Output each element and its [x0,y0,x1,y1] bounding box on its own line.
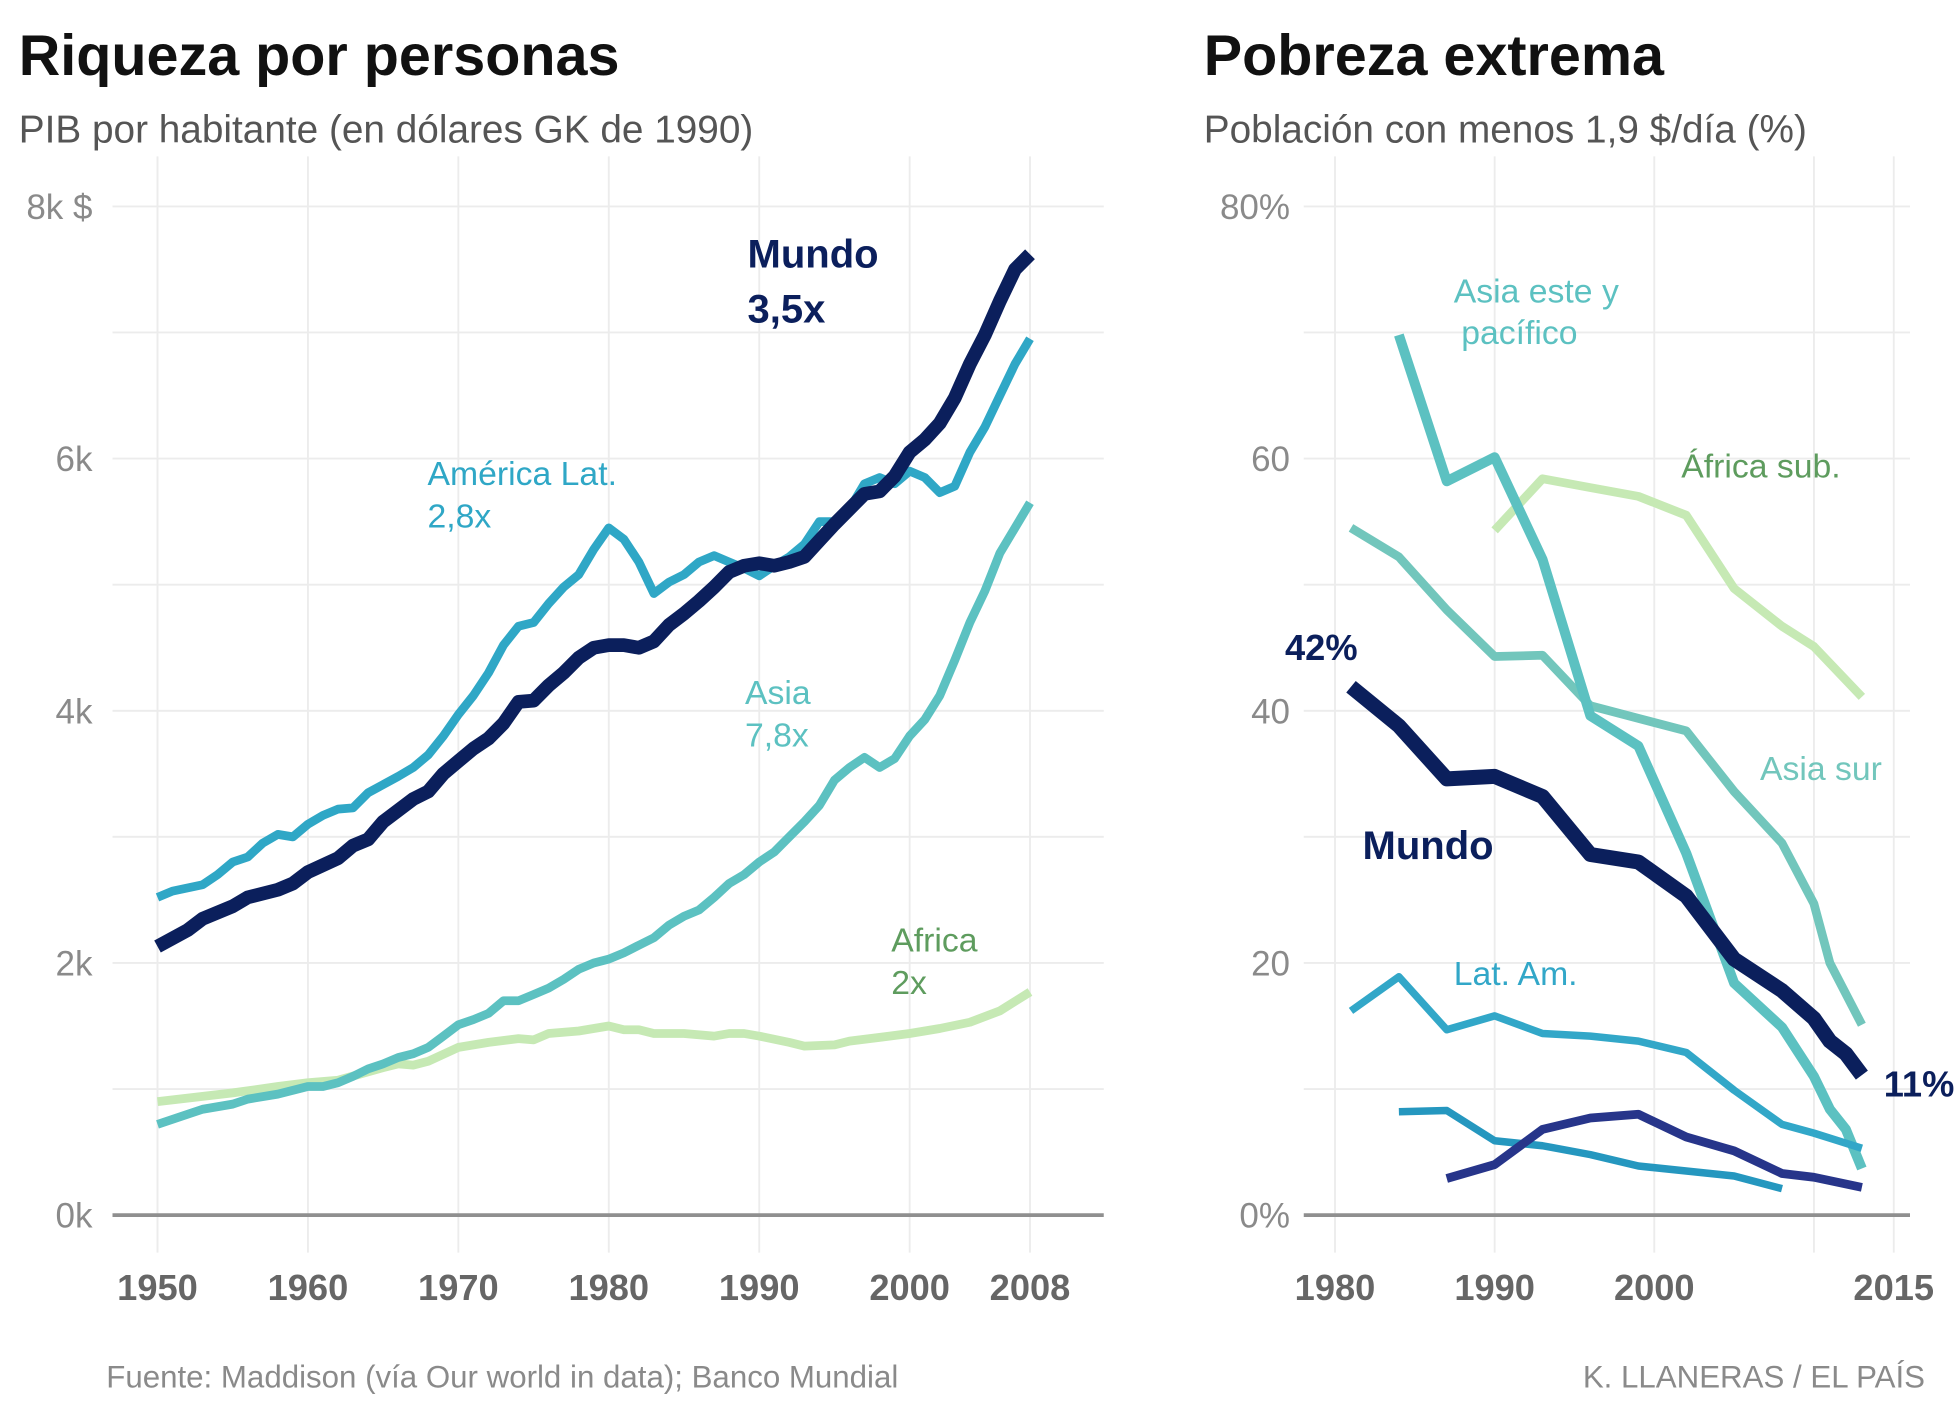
y-tick-label: 20 [1251,944,1290,983]
label-mundo-poverty: Mundo [1363,824,1494,868]
label-asia: Asia [745,674,811,712]
y-tick-label: 2k [56,944,93,983]
label-africa-growth: 2x [891,964,927,1002]
right-tick-labels: 0% 20 40 60 80% 1980 1990 2000 2015 [1220,188,1934,1308]
right-chart-subtitle: Población con menos 1,9 $/día (%) [1204,109,1807,152]
label-lat-am: Lat. Am. [1454,955,1578,993]
credit: K. LLANERAS / EL PAÍS [1583,1360,1925,1395]
x-tick-label: 1990 [719,1267,800,1308]
y-tick-label: 0k [56,1197,93,1236]
series-line-mundo [154,249,1035,953]
x-tick-label: 2000 [1614,1267,1695,1308]
y-tick-label: 60 [1251,440,1290,479]
y-tick-label: 80% [1220,188,1290,227]
y-tick-label: 40 [1251,692,1290,731]
right-chart-title: Pobreza extrema [1204,24,1665,88]
label-america-lat: América Lat. [428,455,617,493]
series-line-asia [156,500,1034,1129]
series-line-series-5 [1445,1109,1863,1192]
label-america-lat-growth: 2,8x [428,498,492,536]
series-line-series-4 [1398,1106,1783,1193]
left-series-lines [154,249,1035,1129]
x-tick-label: 1990 [1454,1267,1535,1308]
x-tick-label: 2008 [990,1267,1071,1308]
series-line-asia-sur [1348,524,1866,1027]
label-mundo-start: 42% [1285,627,1358,668]
left-chart-title: Riqueza por personas [19,24,620,88]
y-tick-label: 4k [56,692,93,731]
left-gridlines [112,156,1104,1253]
series-line-lat-am [1348,973,1864,1152]
y-tick-label: 8k $ [26,188,92,227]
x-tick-label: 1970 [418,1267,499,1308]
label-africa-sub: África sub. [1681,448,1840,486]
label-mundo-growth: 3,5x [748,288,826,332]
label-mundo-end: 11% [1884,1063,1955,1104]
label-mundo: Mundo [748,233,879,277]
series-line-africa-sub [1491,474,1866,700]
left-chart-subtitle: PIB por habitante (en dólares GK de 1990… [19,109,754,152]
x-tick-label: 2000 [869,1267,950,1308]
series-line-mundo [1346,680,1868,1080]
right-gridlines [1303,156,1910,1253]
label-africa: Africa [891,921,978,959]
x-tick-label: 1980 [568,1267,649,1308]
x-tick-label: 1980 [1295,1267,1376,1308]
series-line-africa [156,988,1033,1106]
label-asia-sur: Asia sur [1760,750,1882,788]
x-tick-label: 1950 [117,1267,198,1308]
label-asia-growth: 7,8x [745,716,809,754]
series-line-asia-este-y-pacifico [1394,333,1867,1171]
y-tick-label: 0% [1239,1197,1290,1236]
x-tick-label: 1960 [268,1267,349,1308]
series-line-america-lat [155,336,1034,902]
x-tick-label: 2015 [1853,1267,1934,1308]
left-tick-labels: 0k 2k 4k 6k 8k $ 1950 1960 1970 1980 1990 2000 2008 [26,188,1070,1308]
label-asia-este-line2: pacífico [1461,314,1577,352]
right-series-lines [1346,333,1868,1193]
label-asia-este-line1: Asia este y [1454,273,1619,311]
y-tick-label: 6k [56,440,93,479]
source-note: Fuente: Maddison (vía Our world in data)… [106,1360,898,1395]
